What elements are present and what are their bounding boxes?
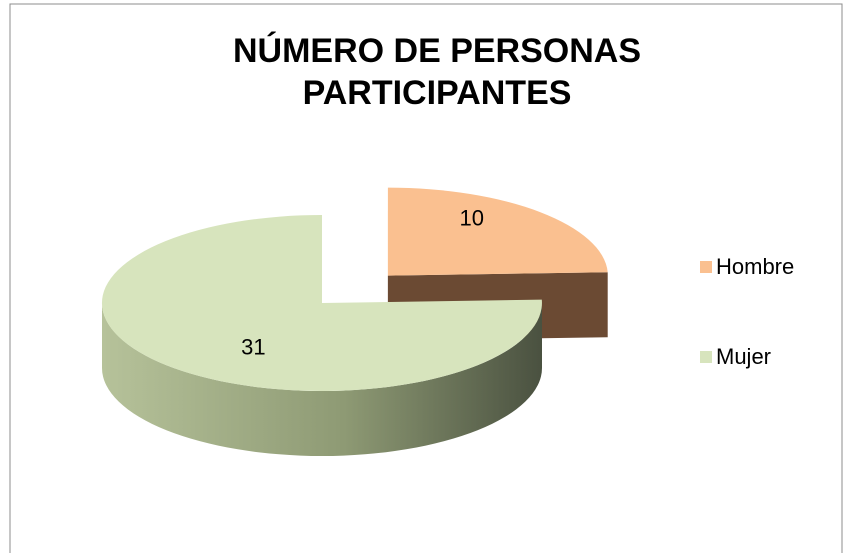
legend-label: Mujer bbox=[716, 344, 771, 369]
chart-border bbox=[9, 3, 843, 553]
legend-label: Hombre bbox=[716, 254, 794, 279]
chart-title: NÚMERO DE PERSONAS PARTICIPANTES bbox=[232, 32, 642, 112]
data-label: 10 bbox=[460, 206, 484, 231]
data-label: 31 bbox=[241, 334, 265, 359]
slice-side bbox=[102, 303, 542, 456]
legend-swatch bbox=[700, 351, 712, 363]
legend-swatch bbox=[700, 261, 712, 273]
slice bbox=[101, 215, 542, 391]
slice bbox=[387, 187, 608, 276]
